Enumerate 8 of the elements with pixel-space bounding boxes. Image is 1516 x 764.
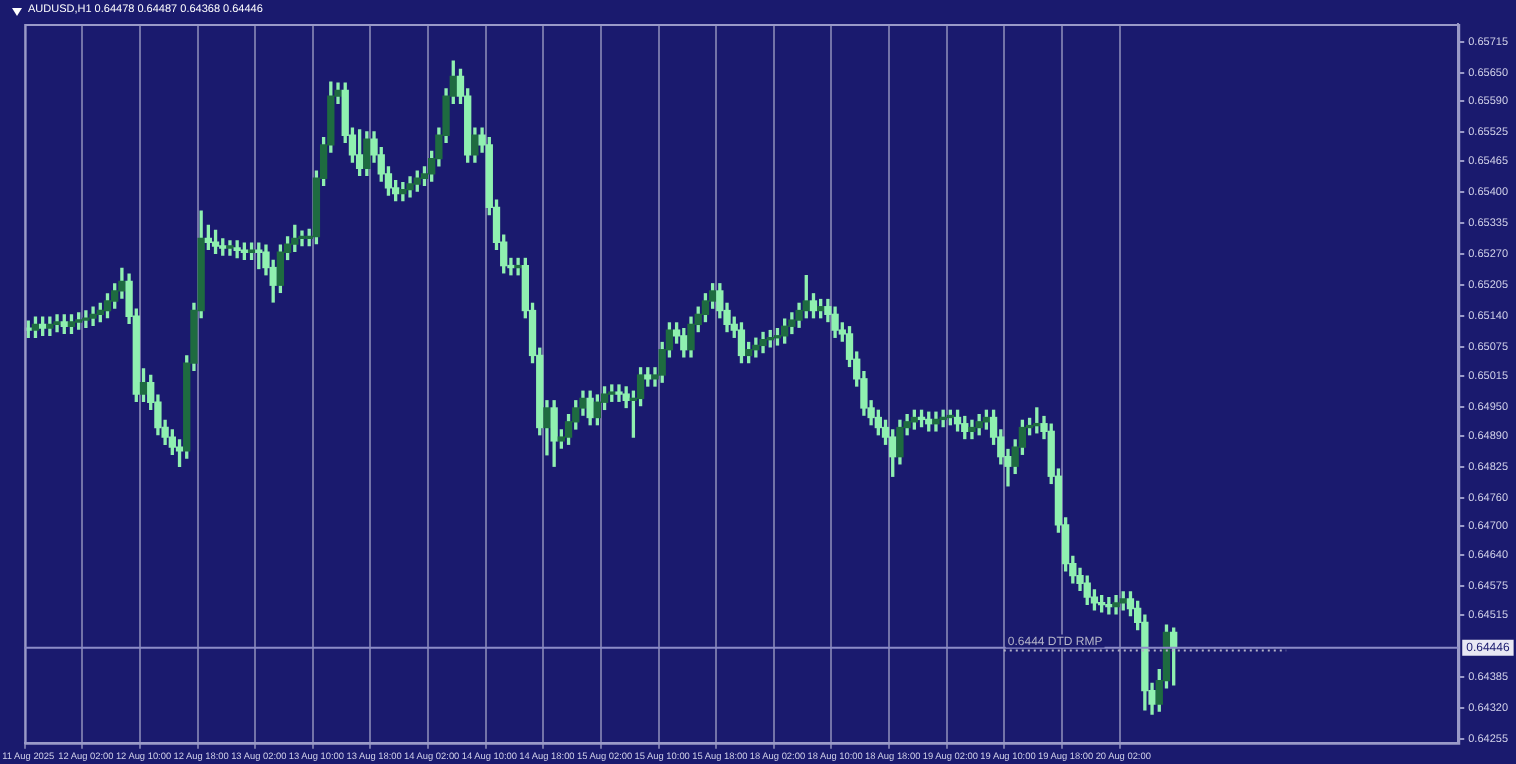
candlestick xyxy=(226,240,234,256)
candlestick xyxy=(939,409,947,428)
candlestick xyxy=(615,384,623,402)
candlestick xyxy=(752,337,760,358)
candlestick xyxy=(82,310,90,328)
candlestick xyxy=(932,411,940,432)
candlestick xyxy=(298,230,306,247)
candlestick xyxy=(53,314,61,333)
